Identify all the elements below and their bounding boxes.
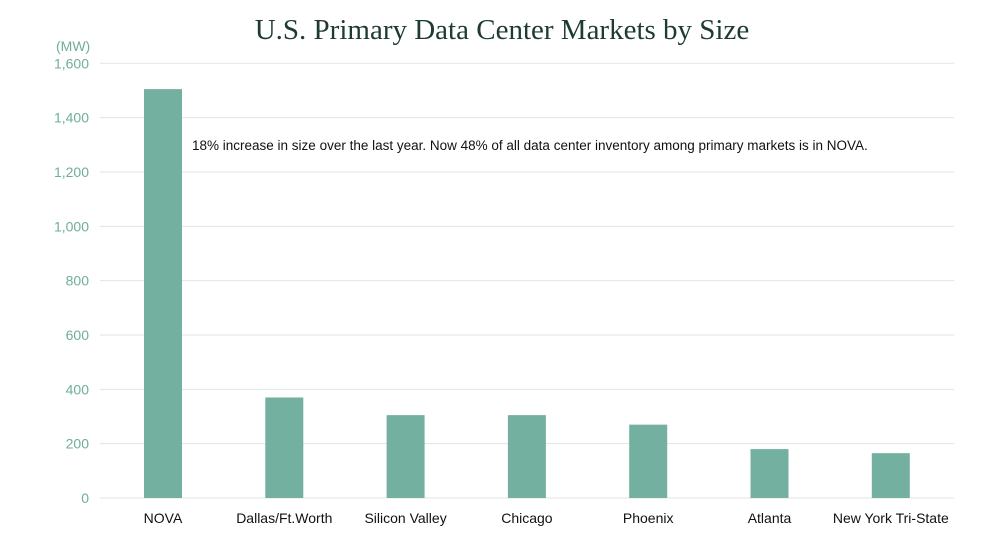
bar-nova (144, 89, 182, 498)
y-tick-label: 0 (81, 490, 89, 506)
y-tick-label: 800 (66, 273, 90, 289)
x-category-label: New York Tri-State (833, 510, 949, 526)
x-category-label: Silicon Valley (364, 510, 446, 526)
y-tick-label: 600 (66, 327, 90, 343)
y-tick-label: 1,200 (54, 164, 89, 180)
x-category-label: Atlanta (748, 510, 792, 526)
chart-title: U.S. Primary Data Center Markets by Size (254, 14, 750, 46)
bar-new-york-tri-state (871, 453, 910, 498)
x-category-label: Phoenix (623, 510, 674, 526)
bar-silicon-valley (386, 415, 425, 498)
x-category-label: NOVA (144, 510, 183, 526)
bar-chicago (507, 415, 546, 498)
y-tick-label: 200 (66, 436, 90, 452)
bar-dallas-ft-worth (265, 397, 304, 498)
y-axis-unit: (MW) (56, 38, 90, 54)
annotation: 18% increase in size over the last year.… (192, 138, 868, 153)
bar-atlanta (750, 449, 789, 498)
y-tick-label: 1,600 (54, 55, 89, 71)
bar-phoenix (629, 424, 668, 498)
y-tick-label: 1,400 (54, 110, 89, 126)
x-category-label: Dallas/Ft.Worth (236, 510, 332, 526)
y-tick-label: 1,000 (54, 218, 89, 234)
x-category-label: Chicago (501, 510, 553, 526)
y-tick-label: 400 (66, 381, 90, 397)
